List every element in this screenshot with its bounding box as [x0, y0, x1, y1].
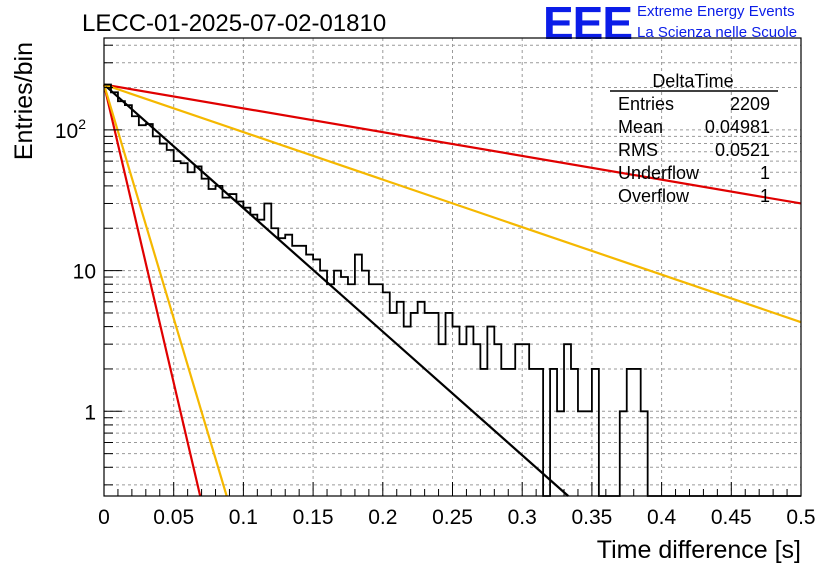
fit-curve: [103, 83, 569, 497]
x-tick-label: 0.4: [647, 506, 677, 529]
grid-lines: [104, 38, 801, 496]
org-name-line2: La Scienza nelle Scuole: [637, 24, 798, 41]
stats-label: Mean: [618, 117, 663, 137]
fit-curve: [102, 84, 228, 497]
stats-label: Overflow: [618, 186, 690, 206]
x-tick-label: 0.3: [508, 506, 537, 529]
stats-label: Underflow: [618, 163, 700, 183]
stats-title: DeltaTime: [652, 71, 733, 91]
x-tick-label: 0.25: [432, 506, 473, 529]
x-tick-label: 0.05: [153, 506, 194, 529]
stats-value: 0.0521: [715, 140, 770, 160]
x-tick-label: 0.35: [571, 506, 612, 529]
stats-value: 2209: [730, 94, 770, 114]
x-tick-label: 0.5: [786, 506, 815, 529]
y-tick-label: 10: [73, 261, 96, 284]
fit-curves: [102, 83, 802, 497]
stats-label: Entries: [618, 94, 674, 114]
stats-value: 1: [760, 186, 770, 206]
fit-curve: [103, 83, 802, 205]
stats-box: DeltaTime Entries 2209 Mean 0.04981 RMS 0.052…: [610, 71, 778, 206]
x-tick-label: 0.15: [293, 506, 334, 529]
stats-value: 0.04981: [705, 117, 770, 137]
stats-value: 1: [760, 163, 770, 183]
histogram-line: [104, 83, 801, 497]
org-name-line1: Extreme Energy Events: [637, 3, 795, 20]
x-axis-label: Time difference [s]: [597, 536, 801, 564]
plot-title: LECC-01-2025-07-02-01810: [82, 10, 387, 37]
axis-ticks: [103, 44, 802, 496]
axis-labels: 0 0.05 0.1 0.15 0.2 0.25 0.3 0.35 0.4 0.45 0.5 1 10 1…: [10, 42, 816, 564]
x-tick-label: 0: [98, 506, 110, 529]
fit-curve: [103, 83, 802, 324]
x-tick-label: 0.1: [229, 506, 258, 529]
y-tick-label: 1: [84, 401, 96, 424]
x-tick-label: 0.45: [711, 506, 752, 529]
fit-curve: [102, 84, 202, 497]
y-tick-label: 102: [55, 116, 86, 143]
y-axis-label: Entries/bin: [10, 42, 38, 160]
x-tick-label: 0.2: [368, 506, 397, 529]
stats-label: RMS: [618, 140, 658, 160]
